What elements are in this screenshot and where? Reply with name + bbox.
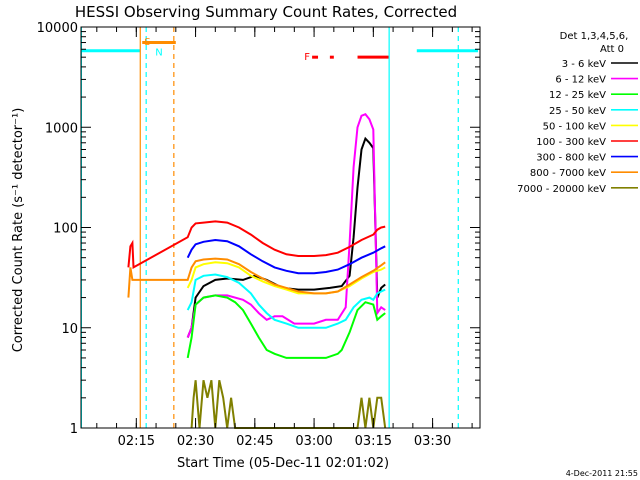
annotation-s: S bbox=[144, 37, 150, 48]
legend-label: 12 - 25 keV bbox=[549, 90, 606, 101]
series-line-5 bbox=[127, 220, 386, 270]
y-tick-label: 1 bbox=[70, 422, 78, 437]
legend-label: 50 - 100 keV bbox=[543, 121, 607, 132]
series-line-1 bbox=[186, 112, 386, 338]
footer-timestamp: 4-Dec-2011 21:55 bbox=[566, 469, 638, 478]
y-tick-label: 10 bbox=[61, 322, 78, 337]
legend-label: 25 - 50 keV bbox=[549, 106, 606, 117]
x-tick-label: 03:30 bbox=[414, 434, 451, 449]
legend-label: 800 - 7000 keV bbox=[530, 168, 606, 179]
x-tick-label: 02:30 bbox=[177, 434, 214, 449]
chart-title: HESSI Observing Summary Count Rates, Cor… bbox=[75, 3, 457, 21]
legend-label: 100 - 300 keV bbox=[536, 137, 606, 148]
series-line-2 bbox=[186, 294, 386, 359]
y-tick-label: 100 bbox=[53, 222, 78, 237]
y-tick-label: 1000 bbox=[45, 121, 78, 136]
annotation-n: N bbox=[155, 47, 162, 58]
legend-label: 7000 - 20000 keV bbox=[517, 184, 606, 195]
legend-label: 6 - 12 keV bbox=[555, 75, 606, 86]
series-line-3 bbox=[186, 273, 386, 329]
x-axis-label: Start Time (05-Dec-11 02:01:02) bbox=[177, 456, 389, 471]
series-line-6 bbox=[186, 238, 386, 275]
series-line-8 bbox=[190, 379, 387, 429]
legend-label: 3 - 6 keV bbox=[562, 59, 606, 70]
series-line-4 bbox=[186, 261, 386, 295]
y-tick-label: 10000 bbox=[37, 21, 78, 36]
x-tick-label: 02:45 bbox=[236, 434, 273, 449]
x-tick-label: 02:15 bbox=[118, 434, 155, 449]
annotation-f: F bbox=[304, 52, 310, 63]
x-tick-label: 03:15 bbox=[355, 434, 392, 449]
series-line-7 bbox=[127, 257, 386, 298]
legend-label: 300 - 800 keV bbox=[536, 153, 606, 164]
series-line-0 bbox=[186, 136, 386, 338]
legend-header: Det 1,3,4,5,6, bbox=[560, 31, 629, 42]
legend-header: Att 0 bbox=[600, 44, 624, 55]
x-tick-label: 03:00 bbox=[295, 434, 332, 449]
y-axis-label: Corrected Count Rate (s⁻¹ detector⁻¹) bbox=[11, 108, 26, 353]
